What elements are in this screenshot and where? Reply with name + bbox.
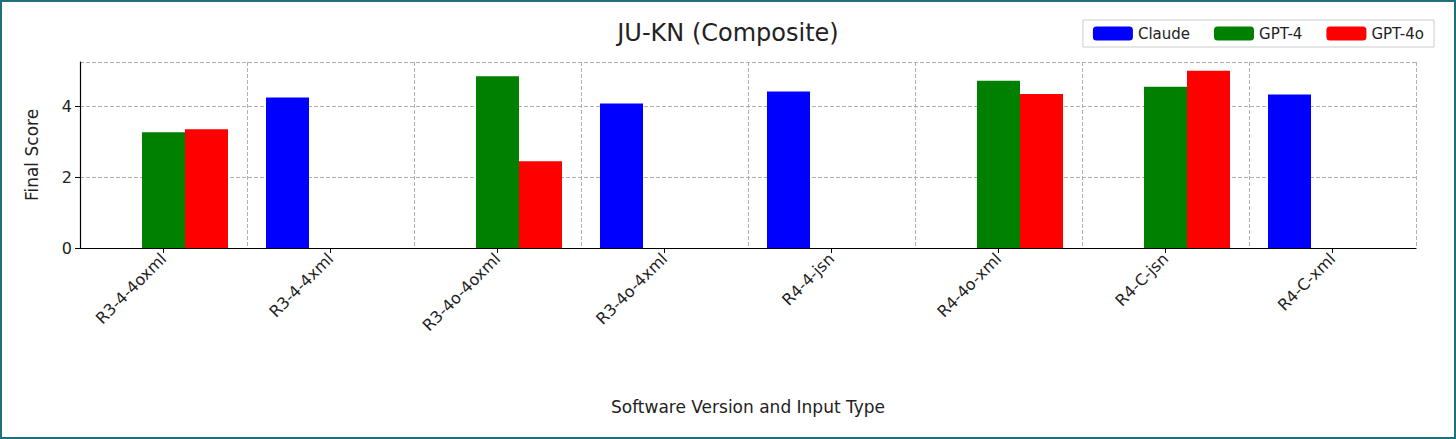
svg-text:R3-4-4xml: R3-4-4xml bbox=[265, 249, 337, 321]
svg-text:GPT-4o: GPT-4o bbox=[1371, 25, 1424, 43]
svg-text:Final Score: Final Score bbox=[22, 109, 42, 201]
svg-text:R3-4o-4xml: R3-4o-4xml bbox=[592, 249, 671, 328]
svg-text:R3-4o-4oxml: R3-4o-4oxml bbox=[419, 249, 505, 335]
svg-text:4: 4 bbox=[62, 97, 72, 116]
svg-text:R4-4-jsn: R4-4-jsn bbox=[778, 249, 838, 309]
svg-text:2: 2 bbox=[62, 168, 72, 187]
svg-text:Claude: Claude bbox=[1138, 25, 1190, 43]
svg-text:R4-C-xml: R4-C-xml bbox=[1274, 249, 1339, 314]
svg-text:R4-C-jsn: R4-C-jsn bbox=[1111, 249, 1172, 310]
svg-text:GPT-4: GPT-4 bbox=[1259, 25, 1302, 43]
svg-text:R4-4o-xml: R4-4o-xml bbox=[933, 249, 1005, 321]
svg-text:Software Version and Input Typ: Software Version and Input Type bbox=[611, 397, 885, 417]
svg-text:JU-KN (Composite): JU-KN (Composite) bbox=[615, 19, 838, 47]
svg-text:0: 0 bbox=[62, 239, 72, 258]
svg-text:R3-4-4oxml: R3-4-4oxml bbox=[92, 249, 170, 327]
